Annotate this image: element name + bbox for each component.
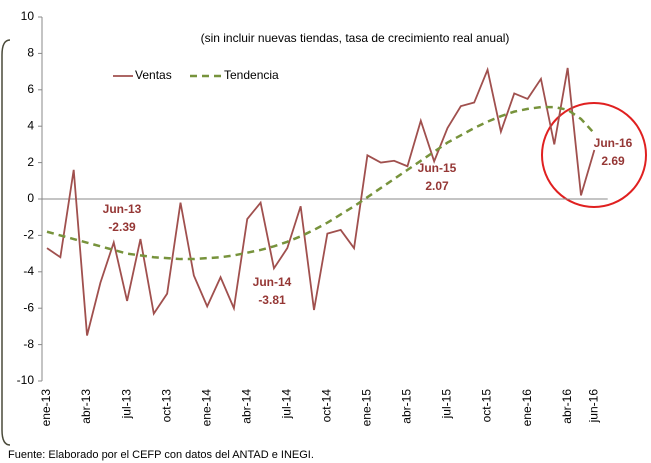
x-tick-label: jul-14 — [279, 389, 293, 420]
y-tick-label: -6 — [23, 300, 34, 314]
x-tick-label: oct-13 — [159, 389, 173, 423]
x-tick-label: abr-16 — [560, 389, 574, 424]
annotation-label: Jun-13 — [103, 202, 142, 216]
y-tick-label: -4 — [23, 264, 34, 278]
highlight-circle — [541, 102, 647, 208]
data-label: 2.69 — [601, 154, 625, 168]
x-tick-label: ene-14 — [199, 389, 213, 427]
x-tick-label: abr-15 — [400, 389, 414, 424]
x-tick-label: ene-16 — [520, 389, 534, 427]
x-tick-label: oct-14 — [320, 389, 334, 423]
legend-label: Ventas — [135, 68, 172, 82]
data-label: 2.07 — [425, 179, 449, 193]
annotation-label: Jun-14 — [253, 275, 292, 289]
y-tick-label: 6 — [27, 82, 34, 96]
x-tick-label: jul-13 — [119, 389, 133, 420]
x-tick-label: ene-13 — [39, 389, 53, 427]
legend-label: Tendencia — [224, 68, 279, 82]
x-tick-label: abr-14 — [239, 389, 253, 424]
y-tick-label: -10 — [17, 373, 35, 387]
y-tick-label: 0 — [27, 191, 34, 205]
x-tick-label: jul-15 — [440, 389, 454, 420]
x-tick-label: ene-15 — [360, 389, 374, 427]
y-tick-label: -8 — [23, 337, 34, 351]
y-tick-label: 10 — [21, 9, 35, 23]
annotation-label: Jun-15 — [418, 161, 457, 175]
annotation-label: Jun-16 — [594, 136, 633, 150]
x-tick-label: abr-13 — [79, 389, 93, 424]
chart-subtitle: (sin incluir nuevas tiendas, tasa de cre… — [201, 31, 510, 45]
source-note: Fuente: Elaborado por el CEFP con datos … — [8, 449, 314, 461]
y-tick-label: 4 — [27, 118, 34, 132]
frame-edge — [1, 39, 11, 446]
x-tick-label: oct-15 — [480, 389, 494, 423]
data-label: -3.81 — [258, 293, 286, 307]
x-tick-label: jun-16 — [587, 389, 601, 424]
y-tick-label: 8 — [27, 46, 34, 60]
y-tick-label: 2 — [27, 155, 34, 169]
data-label: -2.39 — [108, 220, 136, 234]
y-tick-label: -2 — [23, 228, 34, 242]
series-line — [46, 66, 596, 336]
series-line — [46, 105, 596, 261]
